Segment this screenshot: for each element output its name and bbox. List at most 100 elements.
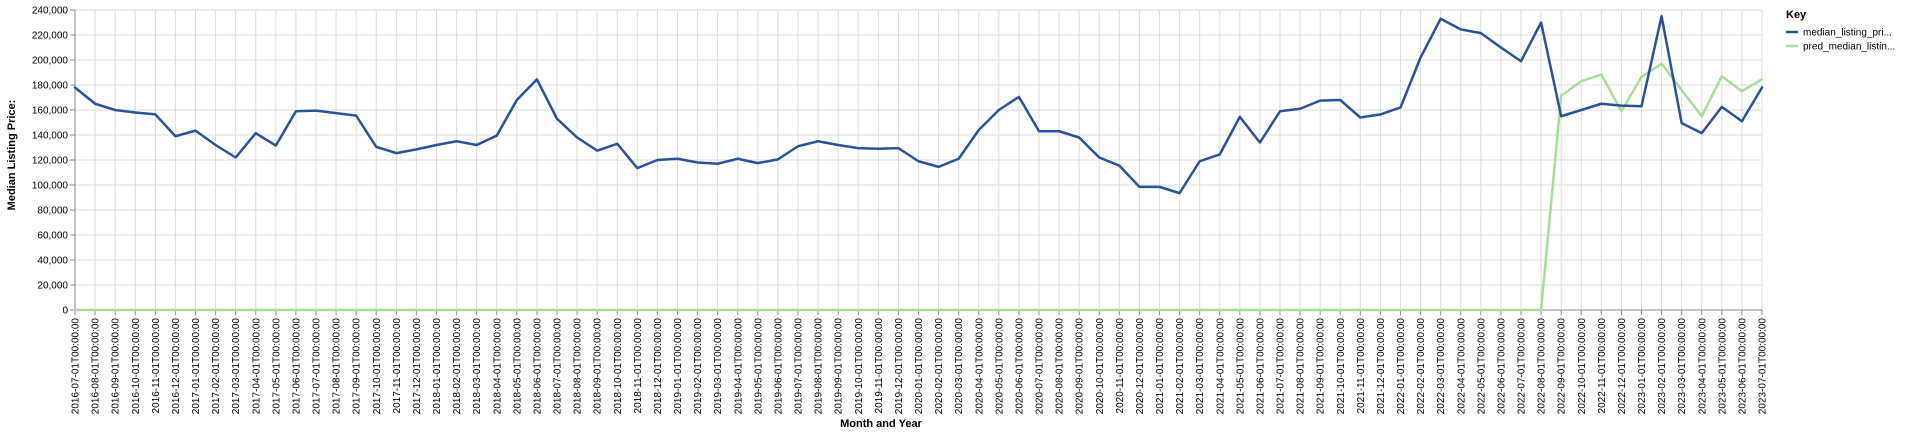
x-axis-ticks: 2016-07-01T00:00:00 2016-08-01T00:00:00 20… bbox=[71, 310, 1769, 414]
x-tick-label: 2020-04-01T00:00:00 bbox=[974, 318, 985, 415]
y-axis-title: Median Listing Price: bbox=[6, 100, 18, 211]
series-lines bbox=[73, 15, 1764, 312]
x-tick-label: 2017-08-01T00:00:00 bbox=[332, 318, 343, 415]
x-axis-title: Month and Year bbox=[840, 418, 922, 430]
legend: Key median_listing_pri... pred_median_lis… bbox=[1786, 9, 1895, 53]
x-tick-label: 2021-02-01T00:00:00 bbox=[1175, 318, 1186, 415]
x-tick-label: 2019-02-01T00:00:00 bbox=[693, 318, 704, 415]
legend-label: pred_median_listin... bbox=[1803, 42, 1895, 53]
legend-title: Key bbox=[1786, 9, 1807, 21]
x-tick-label: 2022-01-01T00:00:00 bbox=[1396, 318, 1407, 415]
x-tick-label: 2020-11-01T00:00:00 bbox=[1115, 318, 1126, 414]
x-tick-label: 2016-08-01T00:00:00 bbox=[91, 318, 102, 415]
x-tick-label: 2022-02-01T00:00:00 bbox=[1416, 318, 1427, 415]
series-line-1 bbox=[73, 15, 1764, 195]
y-tick-label: 220,000 bbox=[32, 31, 69, 42]
x-tick-label: 2020-05-01T00:00:00 bbox=[994, 318, 1005, 415]
x-tick-label: 2022-08-01T00:00:00 bbox=[1537, 318, 1548, 415]
x-tick-label: 2022-10-01T00:00:00 bbox=[1577, 318, 1588, 415]
x-tick-label: 2017-04-01T00:00:00 bbox=[251, 318, 262, 415]
x-tick-label: 2023-06-01T00:00:00 bbox=[1737, 318, 1748, 415]
x-tick-label: 2022-11-01T00:00:00 bbox=[1597, 318, 1608, 414]
x-tick-label: 2023-04-01T00:00:00 bbox=[1697, 318, 1708, 415]
x-tick-label: 2017-05-01T00:00:00 bbox=[271, 318, 282, 415]
grid-layer bbox=[74, 9, 1763, 311]
x-tick-label: 2021-01-01T00:00:00 bbox=[1155, 318, 1166, 415]
x-tick-label: 2019-12-01T00:00:00 bbox=[894, 318, 905, 415]
x-tick-label: 2017-09-01T00:00:00 bbox=[352, 318, 363, 415]
y-tick-label: 60,000 bbox=[37, 231, 68, 242]
x-tick-label: 2021-04-01T00:00:00 bbox=[1215, 318, 1226, 415]
y-tick-label: 40,000 bbox=[37, 256, 68, 267]
x-tick-label: 2018-03-01T00:00:00 bbox=[472, 318, 483, 415]
x-tick-label: 2022-04-01T00:00:00 bbox=[1456, 318, 1467, 415]
x-tick-label: 2020-07-01T00:00:00 bbox=[1035, 318, 1046, 415]
x-tick-label: 2020-02-01T00:00:00 bbox=[934, 318, 945, 415]
x-tick-label: 2019-03-01T00:00:00 bbox=[713, 318, 724, 415]
x-tick-label: 2016-07-01T00:00:00 bbox=[71, 318, 82, 415]
x-tick-label: 2019-08-01T00:00:00 bbox=[814, 318, 825, 415]
x-tick-label: 2021-11-01T00:00:00 bbox=[1356, 318, 1367, 414]
x-tick-label: 2020-03-01T00:00:00 bbox=[954, 318, 965, 415]
y-tick-label: 100,000 bbox=[32, 181, 69, 192]
x-tick-label: 2022-12-01T00:00:00 bbox=[1617, 318, 1628, 415]
x-tick-label: 2020-09-01T00:00:00 bbox=[1075, 318, 1086, 415]
x-tick-label: 2019-01-01T00:00:00 bbox=[673, 318, 684, 415]
x-tick-label: 2023-07-01T00:00:00 bbox=[1758, 318, 1769, 415]
x-tick-label: 2022-06-01T00:00:00 bbox=[1496, 318, 1507, 415]
y-tick-label: 240,000 bbox=[32, 6, 69, 17]
x-tick-label: 2021-12-01T00:00:00 bbox=[1376, 318, 1387, 415]
x-tick-label: 2022-03-01T00:00:00 bbox=[1436, 318, 1447, 415]
x-tick-label: 2022-07-01T00:00:00 bbox=[1517, 318, 1528, 415]
y-tick-label: 80,000 bbox=[37, 206, 68, 217]
x-tick-label: 2018-12-01T00:00:00 bbox=[653, 318, 664, 415]
x-tick-label: 2017-12-01T00:00:00 bbox=[412, 318, 423, 415]
x-tick-label: 2019-10-01T00:00:00 bbox=[854, 318, 865, 415]
x-tick-label: 2019-11-01T00:00:00 bbox=[874, 318, 885, 414]
x-tick-label: 2020-12-01T00:00:00 bbox=[1135, 318, 1146, 415]
x-tick-label: 2020-08-01T00:00:00 bbox=[1055, 318, 1066, 415]
x-tick-label: 2021-08-01T00:00:00 bbox=[1296, 318, 1307, 415]
x-tick-label: 2019-05-01T00:00:00 bbox=[753, 318, 764, 415]
y-tick-label: 140,000 bbox=[32, 131, 69, 142]
x-tick-label: 2016-10-01T00:00:00 bbox=[131, 318, 142, 415]
x-tick-label: 2018-04-01T00:00:00 bbox=[492, 318, 503, 415]
y-tick-label: 120,000 bbox=[32, 156, 69, 167]
x-tick-label: 2016-12-01T00:00:00 bbox=[171, 318, 182, 415]
x-tick-label: 2019-07-01T00:00:00 bbox=[794, 318, 805, 415]
y-axis-ticks: 0 20,000 40,000 60,000 80,000 100,000 120,000 1… bbox=[32, 6, 75, 317]
legend-items: median_listing_pri... pred_median_listin.… bbox=[1786, 28, 1895, 53]
x-tick-label: 2020-10-01T00:00:00 bbox=[1095, 318, 1106, 415]
x-tick-label: 2017-01-01T00:00:00 bbox=[191, 318, 202, 415]
x-tick-label: 2022-05-01T00:00:00 bbox=[1476, 318, 1487, 415]
x-tick-label: 2022-09-01T00:00:00 bbox=[1557, 318, 1568, 415]
x-tick-label: 2018-02-01T00:00:00 bbox=[452, 318, 463, 415]
series-line-2 bbox=[73, 62, 1764, 312]
x-tick-label: 2021-09-01T00:00:00 bbox=[1316, 318, 1327, 415]
y-tick-label: 20,000 bbox=[37, 281, 68, 292]
x-tick-label: 2017-02-01T00:00:00 bbox=[211, 318, 222, 415]
x-tick-label: 2016-11-01T00:00:00 bbox=[151, 318, 162, 414]
x-tick-label: 2018-08-01T00:00:00 bbox=[573, 318, 584, 415]
x-tick-label: 2021-03-01T00:00:00 bbox=[1195, 318, 1206, 415]
x-tick-label: 2017-06-01T00:00:00 bbox=[291, 318, 302, 415]
x-tick-label: 2017-03-01T00:00:00 bbox=[231, 318, 242, 415]
x-tick-label: 2017-07-01T00:00:00 bbox=[312, 318, 323, 415]
y-tick-label: 160,000 bbox=[32, 106, 69, 117]
y-tick-label: 180,000 bbox=[32, 81, 69, 92]
x-tick-label: 2023-01-01T00:00:00 bbox=[1637, 318, 1648, 415]
legend-label: median_listing_pri... bbox=[1803, 28, 1892, 39]
x-tick-label: 2016-09-01T00:00:00 bbox=[111, 318, 122, 415]
x-tick-label: 2020-06-01T00:00:00 bbox=[1014, 318, 1025, 415]
x-tick-label: 2018-01-01T00:00:00 bbox=[432, 318, 443, 415]
x-tick-label: 2023-03-01T00:00:00 bbox=[1677, 318, 1688, 415]
x-tick-label: 2021-10-01T00:00:00 bbox=[1336, 318, 1347, 415]
x-tick-label: 2019-09-01T00:00:00 bbox=[834, 318, 845, 415]
x-tick-label: 2023-02-01T00:00:00 bbox=[1657, 318, 1668, 415]
x-tick-label: 2017-10-01T00:00:00 bbox=[372, 318, 383, 415]
x-tick-label: 2018-06-01T00:00:00 bbox=[532, 318, 543, 415]
x-tick-label: 2018-07-01T00:00:00 bbox=[553, 318, 564, 415]
x-tick-label: 2018-10-01T00:00:00 bbox=[613, 318, 624, 415]
y-tick-label: 200,000 bbox=[32, 56, 69, 67]
